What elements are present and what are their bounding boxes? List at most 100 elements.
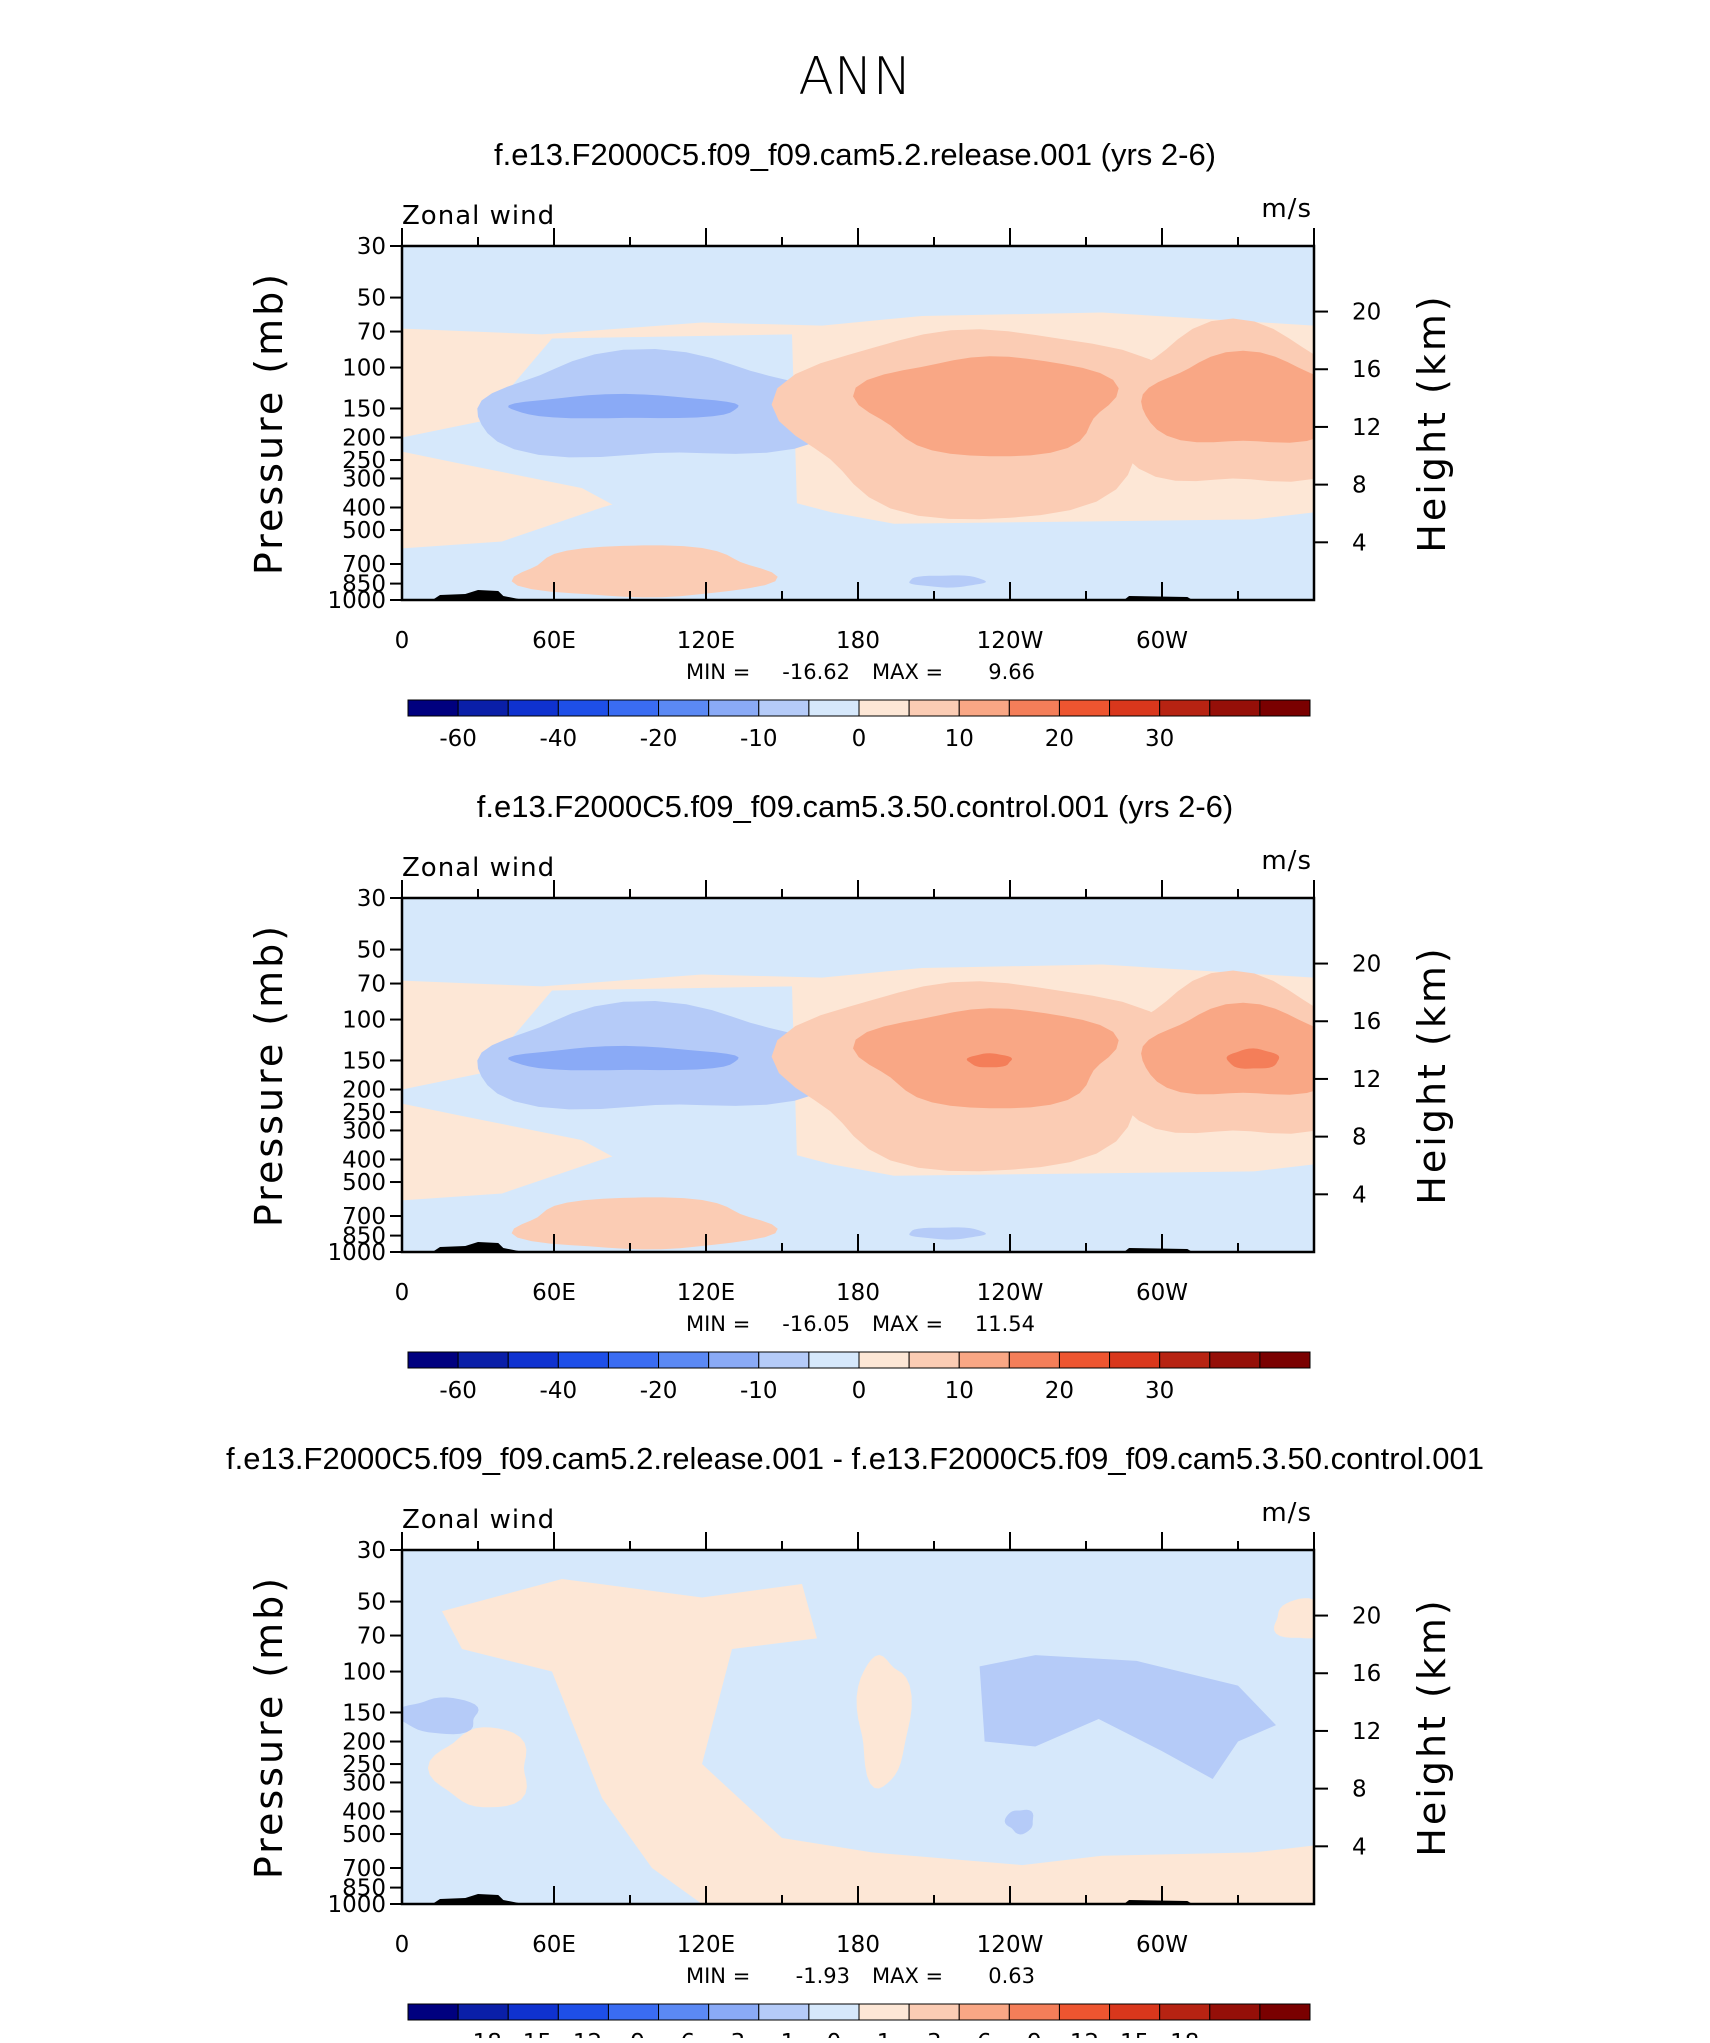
colorbar-box	[607, 1351, 660, 1369]
colorbar-box	[1259, 699, 1311, 717]
contour-band-pos0-main	[442, 1579, 1314, 1904]
colorbar-box	[1109, 1351, 1161, 1369]
max-label: MAX =	[872, 1312, 943, 1336]
x-tick-label: 0	[395, 1280, 410, 1306]
y-tick-label: 700	[342, 1856, 386, 1882]
max-label: MAX =	[872, 660, 943, 684]
colorbar-box	[858, 699, 910, 717]
colorbar-box	[507, 1351, 559, 1369]
y2-tick-label: 8	[1352, 1777, 1367, 1803]
contour-neg-west	[402, 1697, 479, 1735]
colorbar-box	[1159, 1351, 1211, 1369]
contour-pos-small-c	[1274, 1598, 1314, 1639]
y-tick-label: 30	[357, 234, 386, 260]
y2-tick-label: 12	[1352, 1719, 1381, 1745]
x-tick-label: 180	[836, 628, 880, 654]
colorbar-label: -10	[740, 1378, 778, 1404]
min-value: -16.05	[782, 1312, 850, 1336]
colorbar-box	[1109, 2003, 1161, 2021]
colorbar-label: 15	[1120, 2030, 1149, 2038]
y-tick-label: 100	[342, 356, 386, 382]
colorbar-label: 0	[852, 726, 867, 752]
colorbar-box	[1008, 699, 1060, 717]
y-tick-label: 70	[357, 1624, 386, 1650]
x-tick-label: 0	[395, 628, 410, 654]
x-tick-label: 60W	[1136, 628, 1188, 654]
colorbar-label: 0	[852, 1378, 867, 1404]
colorbar-label: 18	[1170, 2030, 1199, 2038]
colorbar-box	[858, 1351, 910, 1369]
colorbar-box	[1058, 1351, 1111, 1369]
colorbar-label: -15	[514, 2030, 552, 2038]
colorbar-label: 30	[1145, 1378, 1174, 1404]
y-tick-label: 700	[342, 552, 386, 578]
colorbar-box	[958, 1351, 1010, 1369]
y-tick-label: 250	[342, 1100, 386, 1126]
y-tick-label: 300	[342, 466, 386, 492]
colorbar-box	[557, 699, 609, 717]
y-tick-label: 200	[342, 426, 386, 452]
y2-tick-label: 20	[1352, 952, 1381, 978]
colorbar-label: -9	[622, 2030, 645, 2038]
colorbar-box	[407, 699, 459, 717]
contour-jet-pacific-mid	[853, 356, 1119, 457]
y2-tick-label: 12	[1352, 1067, 1381, 1093]
x-tick-label: 60E	[532, 1932, 576, 1958]
panel-title: f.e13.F2000C5.f09_f09.cam5.2.release.001…	[226, 1441, 1484, 1476]
colorbar-label: 20	[1045, 726, 1074, 752]
y2-tick-label: 16	[1352, 1009, 1381, 1035]
colorbar-box	[708, 2003, 760, 2021]
colorbar-label: 0	[827, 2030, 842, 2038]
y-axis-title: Pressure (mb)	[247, 271, 291, 575]
y-tick-label: 100	[342, 1008, 386, 1034]
min-label: MIN =	[686, 660, 750, 684]
y2-tick-label: 8	[1352, 1125, 1367, 1151]
colorbar-box	[457, 2003, 509, 2021]
colorbar-box	[1008, 1351, 1060, 1369]
colorbar-label: -60	[439, 1378, 477, 1404]
y2-tick-label: 20	[1352, 300, 1381, 326]
colorbar-box	[1259, 2003, 1311, 2021]
y-tick-label: 400	[342, 495, 386, 521]
y2-tick-label: 4	[1352, 530, 1367, 556]
x-tick-label: 120W	[977, 1932, 1044, 1958]
y-tick-label: 500	[342, 1170, 386, 1196]
colorbar-label: -18	[464, 2030, 502, 2038]
contour-lowlevel-pos	[511, 1197, 778, 1250]
contour-jet-atlantic-mid	[1141, 1002, 1314, 1095]
y-axis-title: Pressure (mb)	[247, 923, 291, 1227]
panel-title: f.e13.F2000C5.f09_f09.cam5.2.release.001…	[494, 137, 1216, 172]
colorbar-box	[758, 2003, 810, 2021]
x-tick-label: 120E	[677, 1280, 735, 1306]
variable-label: Zonal wind	[402, 853, 555, 883]
contour-lowlevel-neg	[909, 575, 986, 588]
contour-lowlevel-pos	[511, 545, 778, 598]
x-tick-label: 60W	[1136, 1280, 1188, 1306]
max-value: 0.63	[988, 1964, 1035, 1988]
colorbar-box	[507, 2003, 559, 2021]
panel-3: f.e13.F2000C5.f09_f09.cam5.2.release.001…	[226, 1441, 1484, 2043]
colorbar-box	[607, 2003, 660, 2021]
colorbar-box	[658, 699, 710, 717]
colorbar-label: 10	[945, 1378, 974, 1404]
y-tick-label: 850	[342, 1224, 386, 1250]
colorbar-label: -20	[640, 726, 678, 752]
colorbar-label: -6	[672, 2030, 695, 2038]
y-tick-label: 150	[342, 1700, 386, 1726]
colorbar-box	[1209, 2003, 1261, 2021]
x-tick-label: 120W	[977, 628, 1044, 654]
colorbar-box	[557, 1351, 609, 1369]
contour-pos-small-b	[856, 1654, 912, 1789]
min-label: MIN =	[686, 1312, 750, 1336]
y-tick-label: 50	[357, 286, 386, 312]
contour-easterly-core	[508, 1045, 739, 1071]
units-label: m/s	[1261, 846, 1312, 876]
colorbar-label: 3	[927, 2030, 942, 2038]
y-tick-label: 150	[342, 396, 386, 422]
max-label: MAX =	[872, 1964, 943, 1988]
colorbar-box	[1109, 699, 1161, 717]
contour-jet-pacific-core	[966, 1053, 1012, 1068]
colorbar-label: 6	[977, 2030, 992, 2038]
y-tick-label: 300	[342, 1770, 386, 1796]
